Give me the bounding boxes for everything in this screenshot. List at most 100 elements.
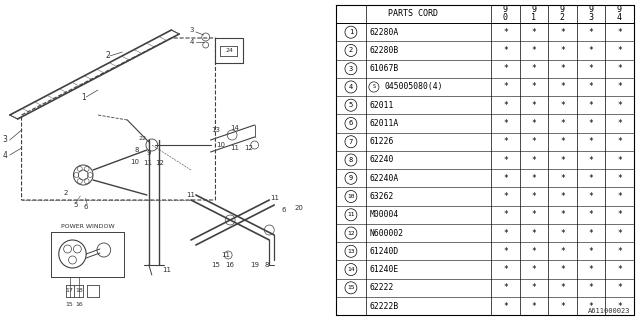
Text: 1: 1 [81, 93, 86, 102]
Text: 11: 11 [143, 160, 152, 166]
Text: A611000023: A611000023 [588, 308, 630, 314]
Text: *: * [617, 210, 622, 219]
Text: 10: 10 [347, 194, 355, 199]
Text: 8: 8 [349, 157, 353, 163]
Text: *: * [617, 46, 622, 55]
Text: *: * [503, 265, 508, 274]
Text: *: * [531, 119, 536, 128]
Text: *: * [617, 174, 622, 183]
Text: S: S [372, 84, 376, 90]
Text: *: * [617, 301, 622, 311]
Text: *: * [503, 83, 508, 92]
Text: *: * [531, 101, 536, 110]
Text: *: * [617, 101, 622, 110]
Text: *: * [617, 265, 622, 274]
Text: 4: 4 [3, 150, 7, 159]
Text: 11: 11 [269, 195, 279, 201]
Text: *: * [617, 247, 622, 256]
Text: *: * [531, 228, 536, 237]
Text: 6: 6 [84, 204, 88, 210]
Text: *: * [560, 192, 565, 201]
Text: 9: 9 [147, 150, 151, 156]
Text: *: * [531, 174, 536, 183]
Text: *: * [560, 174, 565, 183]
Text: *: * [588, 83, 593, 92]
Text: 62222: 62222 [369, 283, 394, 292]
Text: 19: 19 [250, 262, 259, 268]
Text: *: * [503, 283, 508, 292]
Text: 11: 11 [230, 145, 239, 151]
Text: 8: 8 [135, 147, 140, 153]
Text: 11: 11 [347, 212, 355, 217]
Text: 12: 12 [156, 160, 164, 166]
Text: 18: 18 [76, 289, 83, 293]
Text: 13: 13 [347, 249, 355, 254]
Text: *: * [588, 64, 593, 73]
Text: *: * [560, 228, 565, 237]
Text: 22: 22 [138, 135, 146, 140]
Text: 2: 2 [63, 190, 68, 196]
Text: 9
0: 9 0 [503, 5, 508, 22]
Text: *: * [560, 156, 565, 164]
Text: 14: 14 [230, 125, 239, 131]
Text: 62280A: 62280A [369, 28, 398, 37]
Text: *: * [503, 156, 508, 164]
Text: *: * [617, 283, 622, 292]
Text: *: * [531, 265, 536, 274]
Text: 4: 4 [349, 84, 353, 90]
Text: 3: 3 [189, 27, 194, 33]
Text: 61240E: 61240E [369, 265, 398, 274]
Text: *: * [531, 46, 536, 55]
Text: *: * [560, 101, 565, 110]
Text: *: * [531, 192, 536, 201]
Text: 9
1: 9 1 [531, 5, 536, 22]
Text: *: * [503, 28, 508, 37]
Text: 9
4: 9 4 [617, 5, 622, 22]
Text: 045005080(4): 045005080(4) [385, 83, 443, 92]
Text: *: * [588, 174, 593, 183]
Text: 62240A: 62240A [369, 174, 398, 183]
Text: *: * [588, 119, 593, 128]
Text: *: * [560, 137, 565, 146]
Text: *: * [560, 265, 565, 274]
Text: 13: 13 [211, 127, 220, 133]
Text: *: * [531, 137, 536, 146]
Text: *: * [560, 119, 565, 128]
Text: *: * [560, 301, 565, 311]
Text: *: * [503, 101, 508, 110]
Text: *: * [588, 156, 593, 164]
Text: *: * [588, 228, 593, 237]
Text: *: * [560, 210, 565, 219]
Text: 6: 6 [282, 207, 286, 213]
Text: 2: 2 [349, 47, 353, 53]
Text: *: * [588, 192, 593, 201]
Text: 12: 12 [244, 145, 253, 151]
Text: *: * [531, 247, 536, 256]
Text: 15: 15 [66, 302, 74, 308]
Text: *: * [531, 83, 536, 92]
Text: *: * [531, 28, 536, 37]
Text: 9
2: 9 2 [560, 5, 565, 22]
Text: *: * [588, 46, 593, 55]
Text: *: * [617, 192, 622, 201]
Text: *: * [617, 137, 622, 146]
Text: *: * [588, 283, 593, 292]
Text: *: * [617, 119, 622, 128]
Text: 3: 3 [349, 66, 353, 72]
Text: 4: 4 [190, 39, 194, 45]
Text: *: * [531, 283, 536, 292]
Text: *: * [588, 28, 593, 37]
Text: 61240D: 61240D [369, 247, 398, 256]
Text: 5: 5 [73, 202, 77, 208]
Text: *: * [560, 283, 565, 292]
Text: *: * [503, 228, 508, 237]
Text: 15: 15 [211, 262, 220, 268]
Text: 24: 24 [225, 49, 233, 53]
Text: *: * [588, 101, 593, 110]
Text: *: * [503, 247, 508, 256]
Text: N600002: N600002 [369, 228, 403, 237]
Text: *: * [560, 64, 565, 73]
Text: 5: 5 [349, 102, 353, 108]
Text: *: * [588, 137, 593, 146]
Text: 9
3: 9 3 [588, 5, 593, 22]
